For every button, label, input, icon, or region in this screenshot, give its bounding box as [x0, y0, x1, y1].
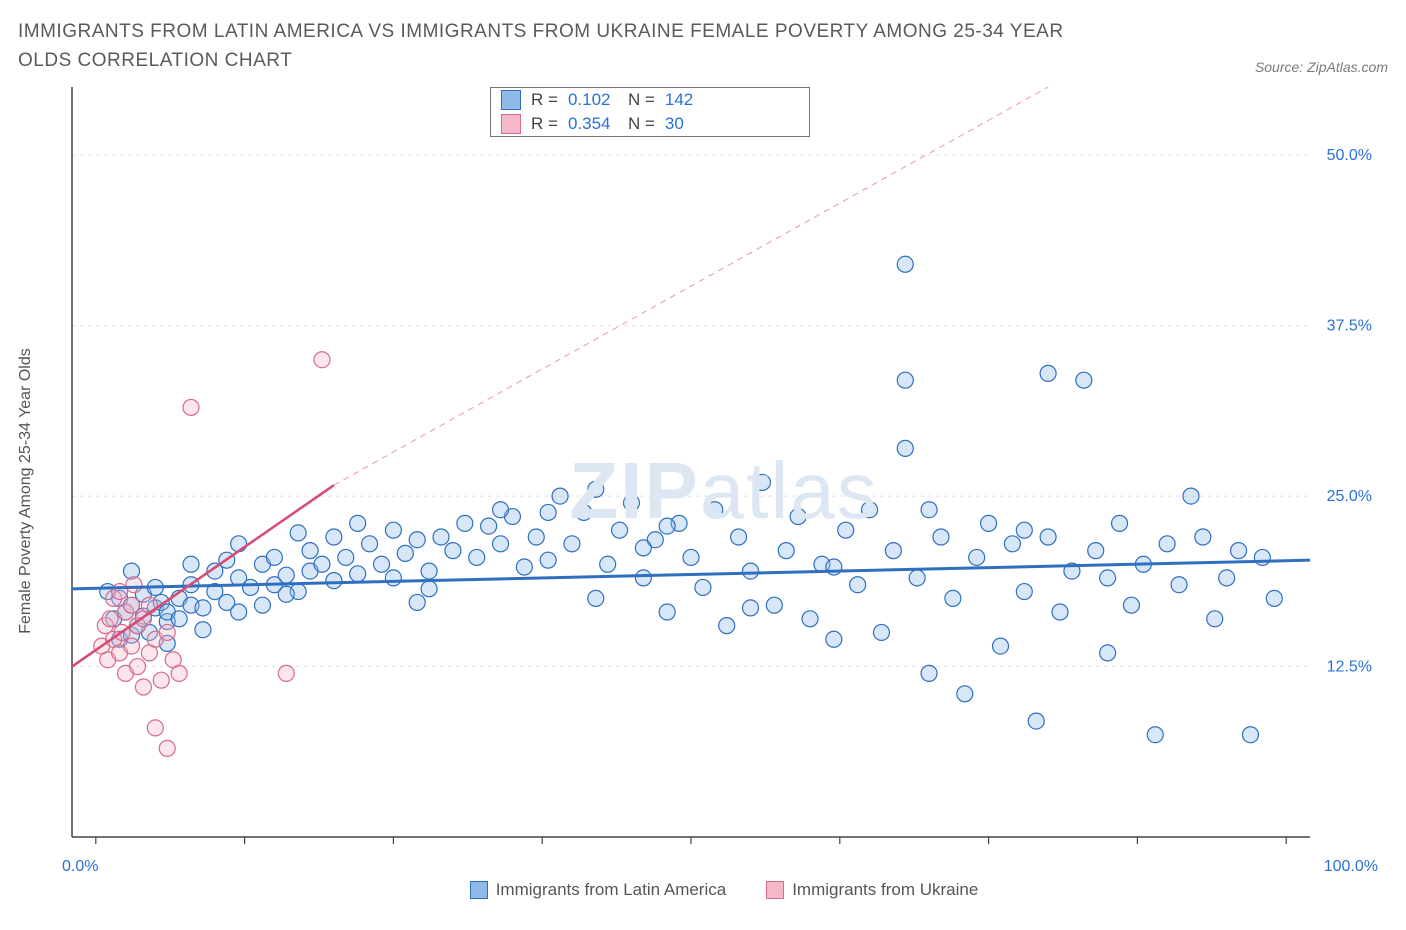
header-row: IMMIGRANTS FROM LATIN AMERICA VS IMMIGRA…: [18, 18, 1388, 75]
legend-swatch-blue: [470, 881, 488, 899]
x-axis-labels: 0.0%100.0%: [60, 858, 1380, 876]
svg-text:37.5%: 37.5%: [1327, 318, 1372, 335]
bottom-legend: Immigrants from Latin America Immigrants…: [60, 880, 1388, 900]
legend-item-ukraine: Immigrants from Ukraine: [766, 880, 978, 900]
legend-swatch-pink: [766, 881, 784, 899]
svg-text:50.0%: 50.0%: [1327, 147, 1372, 164]
svg-text:12.5%: 12.5%: [1327, 659, 1372, 676]
y-axis-label: Female Poverty Among 25-34 Year Olds: [17, 348, 35, 634]
legend-label-ukraine: Immigrants from Ukraine: [792, 880, 978, 900]
source-label: Source: ZipAtlas.com: [1255, 59, 1388, 75]
legend-item-latin-america: Immigrants from Latin America: [470, 880, 727, 900]
legend-label-latin-america: Immigrants from Latin America: [496, 880, 727, 900]
scatter-chart: 12.5%25.0%37.5%50.0% R =0.102 N =142 R =…: [60, 81, 1380, 851]
chart-area: Female Poverty Among 25-34 Year Olds ZIP…: [60, 81, 1388, 900]
chart-title: IMMIGRANTS FROM LATIN AMERICA VS IMMIGRA…: [18, 18, 1118, 75]
svg-text:25.0%: 25.0%: [1327, 488, 1372, 505]
